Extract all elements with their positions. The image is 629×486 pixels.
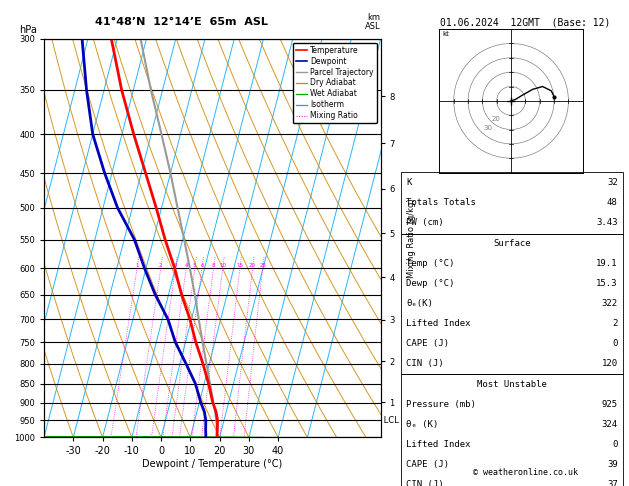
Text: CIN (J): CIN (J) <box>406 359 444 367</box>
Text: Most Unstable: Most Unstable <box>477 380 547 389</box>
Text: 30: 30 <box>484 125 493 131</box>
Text: Temp (°C): Temp (°C) <box>406 259 455 268</box>
X-axis label: Dewpoint / Temperature (°C): Dewpoint / Temperature (°C) <box>142 459 282 469</box>
Text: 925: 925 <box>601 400 618 409</box>
Text: 01.06.2024  12GMT  (Base: 12): 01.06.2024 12GMT (Base: 12) <box>440 17 610 27</box>
Text: Totals Totals: Totals Totals <box>406 198 476 207</box>
Text: Mixing Ratio (g/kg): Mixing Ratio (g/kg) <box>408 198 416 278</box>
Text: Lifted Index: Lifted Index <box>406 440 471 449</box>
Text: 25: 25 <box>259 263 266 268</box>
Text: K: K <box>406 178 412 187</box>
Text: CAPE (J): CAPE (J) <box>406 460 449 469</box>
Text: © weatheronline.co.uk: © weatheronline.co.uk <box>473 468 577 477</box>
Text: 15: 15 <box>237 263 243 268</box>
Text: 3.43: 3.43 <box>596 218 618 226</box>
Text: LCL: LCL <box>381 416 398 425</box>
Text: 2: 2 <box>612 319 618 328</box>
Text: 322: 322 <box>601 299 618 308</box>
Text: 15.3: 15.3 <box>596 279 618 288</box>
Text: 19.1: 19.1 <box>596 259 618 268</box>
Text: 5: 5 <box>193 263 196 268</box>
Text: 3: 3 <box>174 263 177 268</box>
Text: 2: 2 <box>159 263 162 268</box>
Legend: Temperature, Dewpoint, Parcel Trajectory, Dry Adiabat, Wet Adiabat, Isotherm, Mi: Temperature, Dewpoint, Parcel Trajectory… <box>292 43 377 123</box>
Text: 8: 8 <box>212 263 215 268</box>
Text: 41°48’N  12°14’E  65m  ASL: 41°48’N 12°14’E 65m ASL <box>94 17 267 27</box>
Text: θₑ(K): θₑ(K) <box>406 299 433 308</box>
Text: Surface: Surface <box>493 239 531 248</box>
Text: 20: 20 <box>249 263 256 268</box>
Text: PW (cm): PW (cm) <box>406 218 444 226</box>
Text: 0: 0 <box>612 339 618 347</box>
Text: hPa: hPa <box>19 25 36 35</box>
Text: Lifted Index: Lifted Index <box>406 319 471 328</box>
Text: 1: 1 <box>135 263 139 268</box>
Text: 324: 324 <box>601 420 618 429</box>
Text: CIN (J): CIN (J) <box>406 480 444 486</box>
Text: Dewp (°C): Dewp (°C) <box>406 279 455 288</box>
Text: 6: 6 <box>200 263 204 268</box>
Text: 4: 4 <box>184 263 188 268</box>
Text: CAPE (J): CAPE (J) <box>406 339 449 347</box>
Text: 39: 39 <box>607 460 618 469</box>
Text: Pressure (mb): Pressure (mb) <box>406 400 476 409</box>
Text: 0: 0 <box>612 440 618 449</box>
Text: θₑ (K): θₑ (K) <box>406 420 438 429</box>
Text: km
ASL: km ASL <box>365 13 381 31</box>
Text: 10: 10 <box>220 263 226 268</box>
Text: 32: 32 <box>607 178 618 187</box>
Text: 37: 37 <box>607 480 618 486</box>
Text: 48: 48 <box>607 198 618 207</box>
Text: kt: kt <box>442 31 449 37</box>
Text: 20: 20 <box>491 116 501 122</box>
Text: 120: 120 <box>601 359 618 367</box>
